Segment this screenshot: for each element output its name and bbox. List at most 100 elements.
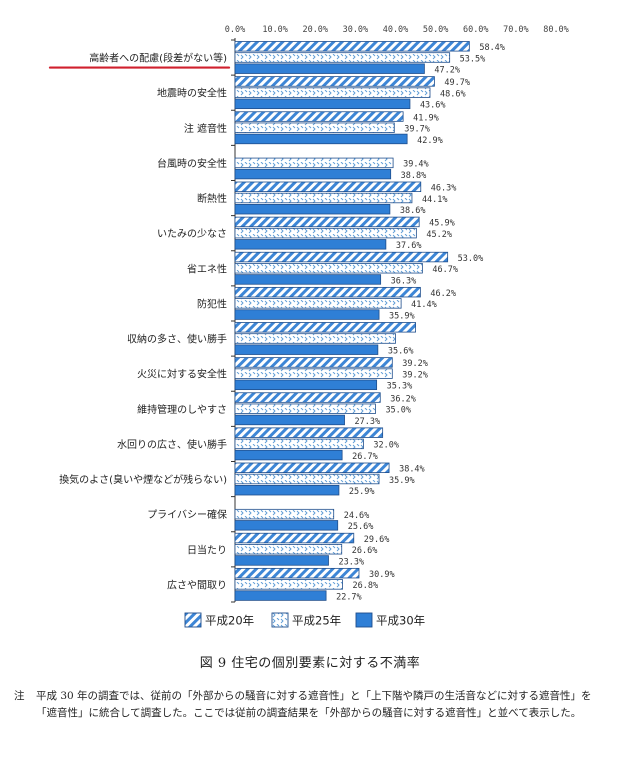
data-label: 24.6% <box>344 511 370 521</box>
bar-3 <box>234 98 411 110</box>
bar-1 <box>234 111 404 122</box>
bar-2 <box>234 157 394 169</box>
bar-3 <box>234 449 343 461</box>
data-label: 30.9% <box>369 570 395 580</box>
bar-2 <box>234 298 402 309</box>
legend-swatch-2 <box>271 612 289 628</box>
data-label: 41.9% <box>413 113 439 123</box>
footnote-mark: 注 <box>14 690 25 702</box>
x-tick-label: 60.0% <box>463 25 489 35</box>
bar-3 <box>234 590 327 601</box>
bar-2 <box>234 508 335 520</box>
data-label: 38.4% <box>399 465 425 475</box>
bar-3 <box>234 344 379 355</box>
bar-1 <box>234 251 449 263</box>
x-tick-label: 0.0% <box>225 25 245 35</box>
legend: 平成20年 平成25年 平成30年 <box>184 612 425 628</box>
data-label: 48.6% <box>440 89 466 99</box>
bar-2 <box>234 368 393 379</box>
legend-swatch-1 <box>184 612 202 628</box>
category-label: 注 遮音性 <box>184 122 227 135</box>
category-label: 地震時の安全性 <box>157 87 227 100</box>
bar-2 <box>234 122 395 133</box>
bar-1 <box>234 181 422 193</box>
data-label: 38.6% <box>400 206 426 216</box>
data-label: 36.2% <box>390 394 416 404</box>
data-label: 26.8% <box>353 581 379 591</box>
bar-3 <box>234 484 340 496</box>
bar-1 <box>234 567 360 579</box>
x-tick-label: 50.0% <box>423 25 449 35</box>
data-label: 38.8% <box>401 171 427 181</box>
data-label: 44.1% <box>422 195 448 205</box>
data-label: 37.6% <box>396 241 422 251</box>
data-label: 39.2% <box>402 359 428 369</box>
category-label: 換気のよさ(臭いや煙などが残らない) <box>59 473 227 486</box>
bar-3 <box>234 309 380 320</box>
data-label: 32.0% <box>373 441 399 451</box>
bar-3 <box>234 168 392 180</box>
data-label: 47.2% <box>434 66 460 76</box>
bar-2 <box>234 227 417 239</box>
bar-2 <box>234 52 451 63</box>
bar-3 <box>234 414 345 426</box>
legend-label: 平成30年 <box>376 614 425 628</box>
category-label: 台風時の安全性 <box>157 157 227 170</box>
data-label: 39.7% <box>404 125 430 135</box>
data-label: 45.9% <box>429 219 455 229</box>
footnote: 注 平成 30 年の調査では、従前の「外部からの騒音に対する遮音性」と「上下階や… <box>14 688 604 722</box>
data-label: 53.0% <box>458 254 484 264</box>
data-label: 39.4% <box>403 160 429 170</box>
data-label: 35.0% <box>385 406 411 416</box>
data-label: 58.4% <box>479 43 505 53</box>
data-label: 41.4% <box>411 300 437 310</box>
bar-1 <box>234 216 420 228</box>
bar-3 <box>234 133 408 145</box>
bar-2 <box>234 438 364 450</box>
legend-label: 平成20年 <box>205 614 254 628</box>
data-label: 22.7% <box>336 592 362 602</box>
bar-2 <box>234 579 343 590</box>
bar-2 <box>234 544 343 555</box>
data-label: 46.3% <box>431 184 457 194</box>
bar-3 <box>234 555 329 566</box>
category-label: 断熱性 <box>197 192 227 205</box>
bar-1 <box>234 462 390 474</box>
x-tick-label: 10.0% <box>262 25 288 35</box>
bar-1 <box>234 41 470 52</box>
data-label: 45.2% <box>426 230 452 240</box>
legend-label: 平成25年 <box>292 614 341 628</box>
bar-1 <box>234 532 355 544</box>
bar-3 <box>234 274 382 285</box>
category-label: 火災に対する安全性 <box>137 368 227 381</box>
data-label: 46.7% <box>432 265 458 275</box>
category-label: いたみの少なさ <box>157 228 227 240</box>
category-label: 防犯性 <box>197 297 227 310</box>
bar-2 <box>234 473 380 485</box>
data-label: 35.9% <box>389 311 415 321</box>
category-label: 収納の多さ、使い勝手 <box>127 333 227 346</box>
category-label: プライバシー確保 <box>147 508 227 521</box>
bar-3 <box>234 379 378 391</box>
data-label: 26.6% <box>352 546 378 556</box>
x-tick-label: 20.0% <box>302 25 328 35</box>
bar-2 <box>234 333 396 344</box>
category-label: 高齢者への配慮(段差がない等) <box>89 52 227 65</box>
bar-1 <box>234 357 393 368</box>
data-label: 49.7% <box>444 78 470 88</box>
data-label: 25.6% <box>348 522 374 532</box>
x-tick-label: 70.0% <box>503 25 529 35</box>
data-label: 35.6% <box>388 347 414 357</box>
bars: 58.4%53.5%47.2% 49.7%48.6% 43.6% 41.9% 39.7%… <box>234 41 505 602</box>
data-label: 39.2% <box>402 370 428 380</box>
data-label: 36.3% <box>391 276 417 286</box>
bar-3 <box>234 203 391 215</box>
category-label: 広さや間取り <box>167 578 227 591</box>
data-label: 29.6% <box>364 535 390 545</box>
bar-1 <box>234 76 435 87</box>
bar-3 <box>234 520 339 531</box>
bar-2 <box>234 403 376 414</box>
bar-2 <box>234 87 431 98</box>
data-label: 35.3% <box>387 382 413 392</box>
data-label: 23.3% <box>338 557 364 567</box>
